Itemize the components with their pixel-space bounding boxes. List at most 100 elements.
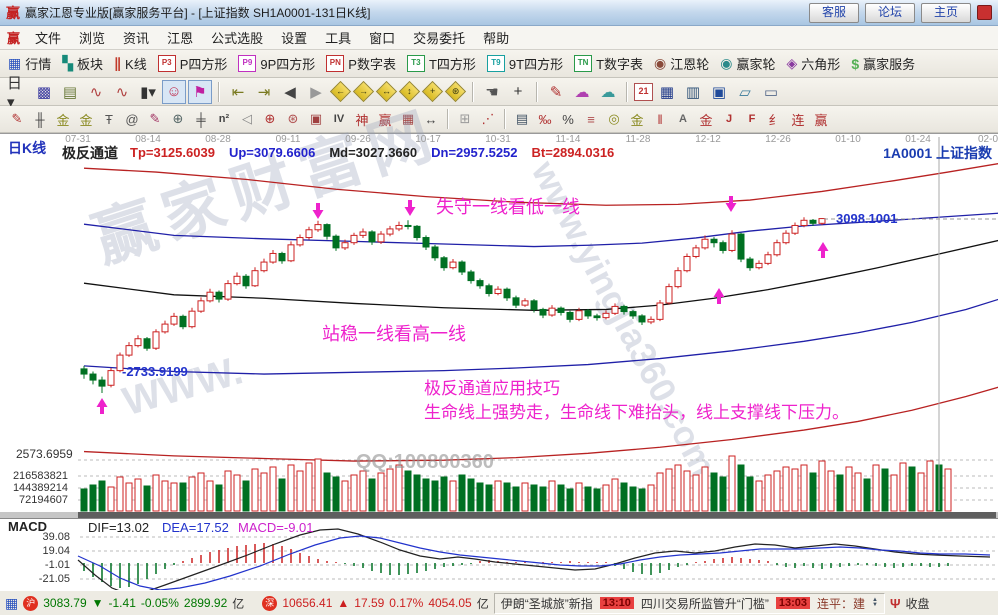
toolbar-export-image[interactable]: ▱ <box>739 83 751 101</box>
toolbar-quotes[interactable]: ▦ 行情 <box>8 54 51 73</box>
toolbar-kline[interactable]: ∥ K线 <box>114 54 147 73</box>
kline-chart-svg[interactable] <box>0 133 998 590</box>
toolbar-f-line[interactable]: F <box>748 113 756 125</box>
period-tab[interactable]: 日K线 <box>8 140 47 156</box>
candle-body <box>566 311 574 320</box>
toolbar-trend-pen[interactable]: ✎ <box>549 83 563 101</box>
toolbar-si-line[interactable]: 纟 <box>768 112 782 128</box>
toolbar-dia-left[interactable]: ← <box>329 80 352 103</box>
forum-button[interactable]: 论坛 <box>865 2 915 23</box>
toolbar-flag-tool[interactable]: ⚑ <box>188 79 212 104</box>
toolbar-sectors[interactable]: ▚ 板块 <box>62 54 103 73</box>
toolbar-hand-tool[interactable]: ☚ <box>485 83 499 101</box>
toolbar-info-note[interactable]: ▤ <box>62 83 78 101</box>
toolbar-gold-lines[interactable]: 金 <box>630 112 644 128</box>
toolbar-last-bar[interactable]: ⇥ <box>257 83 271 101</box>
toolbar-percent-band[interactable]: ‰ <box>538 111 552 127</box>
toolbar-brush[interactable]: ✎ <box>11 111 23 126</box>
toolbar-p-square[interactable]: P3 P四方形 <box>157 54 227 73</box>
toolbar-angle-a[interactable]: A <box>679 113 687 125</box>
toolbar-chart-small-9[interactable]: ∿ <box>115 83 129 101</box>
toolbar-gann-line[interactable]: ╫ <box>35 111 45 127</box>
menu-帮助[interactable]: 帮助 <box>483 31 510 46</box>
menu-文件[interactable]: 文件 <box>35 31 62 46</box>
app-corner-icon[interactable] <box>977 5 992 20</box>
toolbar-first-bar[interactable]: ⇤ <box>231 83 245 101</box>
toolbar-window-layout[interactable]: 日▾ <box>7 75 23 111</box>
toolbar-winner-wheel[interactable]: ◉ 赢家轮 <box>720 54 775 73</box>
toolbar-j-line[interactable]: J <box>725 113 733 125</box>
toolbar-stats-table[interactable]: ▤ <box>515 111 529 126</box>
toolbar-spiral[interactable]: @ <box>125 111 139 127</box>
menu-窗口[interactable]: 窗口 <box>369 31 396 46</box>
toolbar-prev-bar[interactable]: ◀ <box>284 83 296 101</box>
toolbar-rays[interactable]: ⋰ <box>481 111 495 126</box>
toolbar-ying-tool[interactable]: 赢 <box>378 112 392 128</box>
news-item-2[interactable]: 四川交易所监管升“门槛” <box>640 596 769 611</box>
toolbar-cross-tool[interactable]: + <box>513 83 523 100</box>
toolbar-9t-square[interactable]: T9 9T四方形 <box>486 54 563 73</box>
toolbar-cloud-magenta[interactable]: ☁ <box>574 83 590 101</box>
toolbar-calendar-21[interactable]: 21 <box>634 82 653 101</box>
menu-工具[interactable]: 工具 <box>325 31 352 46</box>
news-item-3[interactable]: 连平：建 <box>817 596 866 611</box>
toolbar-box-target[interactable]: ▣ <box>309 111 323 126</box>
toolbar-t-square[interactable]: T3 T四方形 <box>406 54 476 73</box>
toolbar-wave-count[interactable]: IV <box>333 113 345 125</box>
toolbar-gold-grid-1[interactable]: 金 <box>56 112 70 128</box>
toolbar-export-print[interactable]: ▭ <box>763 83 779 101</box>
toolbar-notepad[interactable]: ▥ <box>685 83 701 101</box>
toolbar-percent[interactable]: % <box>562 111 574 127</box>
toolbar-gold-angle[interactable]: 金 <box>699 112 713 128</box>
toolbar-dia-star[interactable]: ⊛ <box>444 80 467 103</box>
toolbar-shen-tool[interactable]: 神 <box>355 112 369 128</box>
toolbar-save-disk[interactable]: ▣ <box>711 83 727 101</box>
sz-index[interactable]: 10656.41 <box>282 596 333 610</box>
volume-bar <box>485 484 493 512</box>
toolbar-grid-view[interactable]: ▩ <box>36 83 52 101</box>
menu-资讯[interactable]: 资讯 <box>123 31 150 46</box>
toolbar-face-tool[interactable]: ☺ <box>162 79 186 104</box>
toolbar-p-number-table[interactable]: PN P数字表 <box>326 54 396 73</box>
customer-service-button[interactable]: 客服 <box>809 2 859 23</box>
toolbar-target-red[interactable]: ⊕ <box>264 111 276 126</box>
toolbar-rect-select[interactable]: ⊞ <box>459 111 471 126</box>
toolbar-gold-circle[interactable]: ◎ <box>608 111 620 126</box>
toolbar-price-grid[interactable]: ▦ <box>401 111 415 126</box>
news-ticker[interactable]: 伊朗“圣城旅”新指 13:10 四川交易所监管升“门槛” 13:03 连平：建 … <box>493 592 885 614</box>
toolbar-percent-lines[interactable]: ≡ <box>587 111 595 127</box>
toolbar-vertical-band[interactable]: ‖ <box>657 111 663 127</box>
toolbar-9p-square[interactable]: P9 9P四方形 <box>238 54 315 73</box>
toolbar-t-number-table[interactable]: TN T数字表 <box>574 54 643 73</box>
menu-交易委托[interactable]: 交易委托 <box>413 31 466 46</box>
news-scroll-spinner[interactable]: ▲ ▼ <box>872 597 878 608</box>
toolbar-calculator[interactable]: ▦ <box>659 83 675 101</box>
toolbar-circle-cycle[interactable]: ⊕ <box>172 111 184 126</box>
toolbar-chart-small-3[interactable]: ∿ <box>89 83 103 101</box>
toolbar-next-bar[interactable]: ▶ <box>310 83 322 101</box>
menu-浏览[interactable]: 浏览 <box>79 31 106 46</box>
quote-grid-icon[interactable]: ▦ <box>5 594 19 611</box>
menu-江恩[interactable]: 江恩 <box>167 31 194 46</box>
sh-index[interactable]: 3083.79 <box>43 596 87 610</box>
toolbar-burst[interactable]: ⊛ <box>287 111 299 126</box>
toolbar-candle-style[interactable]: ▮▾ <box>140 83 156 101</box>
menu-公式选股[interactable]: 公式选股 <box>211 31 264 46</box>
toolbar-cloud-teal[interactable]: ☁ <box>600 83 616 101</box>
hscrollbar-thumb[interactable] <box>78 512 996 518</box>
toolbar-ying-line[interactable]: 赢 <box>814 112 828 128</box>
toolbar-flag-angle[interactable]: ◁ <box>242 111 252 126</box>
toolbar-lian-line[interactable]: 连 <box>791 112 805 128</box>
toolbar-n-squared[interactable]: n² <box>218 113 230 125</box>
toolbar-winner-service[interactable]: $ 赢家服务 <box>851 54 915 73</box>
toolbar-fib-fan[interactable]: Ŧ <box>105 111 113 127</box>
toolbar-hexagon[interactable]: ◈ 六角形 <box>787 54 841 73</box>
menu-设置[interactable]: 设置 <box>281 31 308 46</box>
toolbar-pen-2[interactable]: ✎ <box>149 111 161 126</box>
toolbar-ruler-grid[interactable]: ╪ <box>196 111 206 127</box>
news-item-1[interactable]: 伊朗“圣城旅”新指 <box>500 596 593 611</box>
toolbar-width-adjust[interactable]: ↔ <box>424 111 438 127</box>
toolbar-gold-grid-2[interactable]: 金 <box>79 112 93 128</box>
toolbar-gann-wheel[interactable]: ◉ 江恩轮 <box>654 54 709 73</box>
homepage-button[interactable]: 主页 <box>921 2 971 23</box>
